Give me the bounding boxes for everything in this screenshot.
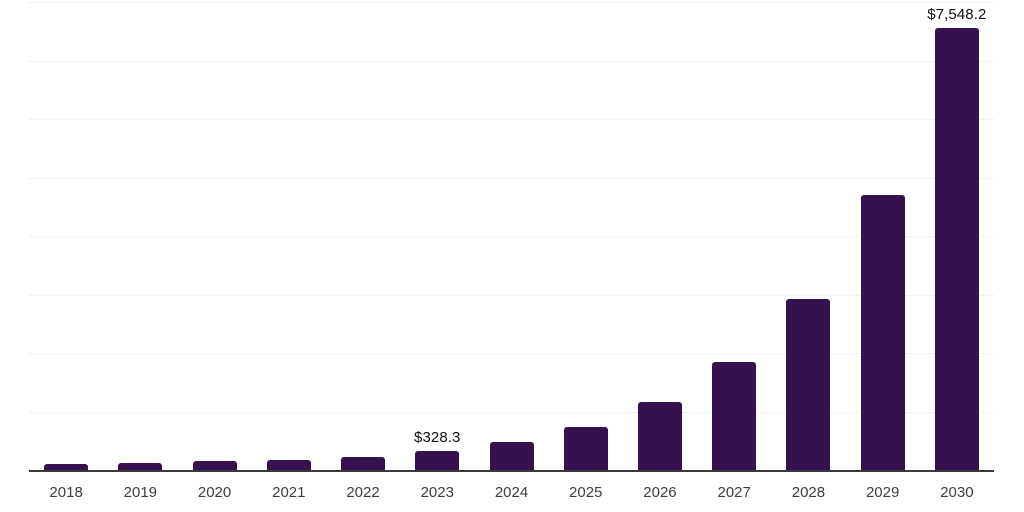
x-tick-label-2026: 2026 [643, 484, 677, 501]
bar-2024 [489, 441, 534, 470]
x-tick-label-2023: 2023 [420, 484, 454, 501]
gridline [29, 411, 994, 413]
gridline [29, 353, 994, 354]
x-tick-label-2020: 2020 [197, 484, 232, 501]
x-tick-label-2028: 2028 [791, 484, 826, 501]
gridline [29, 2, 994, 3]
bar-value-label-2030: $7,548.2 [927, 6, 987, 24]
x-tick-label-2025: 2025 [569, 484, 603, 501]
bar-2020 [192, 461, 237, 470]
bar-2022 [341, 456, 386, 470]
bar-value-label-2023: $328.3 [414, 428, 461, 446]
x-tick-label-2021: 2021 [272, 484, 306, 501]
bar-2029 [860, 195, 905, 470]
bar-2027 [712, 362, 757, 470]
bar-2021 [266, 459, 311, 470]
bar-2030 [934, 28, 979, 470]
gridline [29, 119, 994, 120]
bar-2023 [415, 450, 460, 470]
bar-2018 [44, 464, 89, 470]
gridline [29, 294, 994, 296]
x-tick-label-2024: 2024 [494, 484, 529, 501]
bar-2026 [637, 402, 682, 470]
x-tick-label-2027: 2027 [717, 484, 751, 501]
gridline [29, 236, 994, 237]
x-tick-label-2018: 2018 [49, 484, 83, 501]
x-axis-line [29, 469, 994, 472]
x-tick-label-2029: 2029 [865, 484, 900, 501]
bar-2019 [118, 462, 163, 470]
bar-2025 [563, 427, 608, 470]
gridline [29, 60, 994, 62]
bar-2028 [786, 298, 831, 470]
x-tick-label-2019: 2019 [123, 484, 158, 501]
gridline [29, 177, 994, 179]
x-tick-label-2030: 2030 [940, 484, 974, 501]
x-tick-label-2022: 2022 [346, 484, 380, 501]
